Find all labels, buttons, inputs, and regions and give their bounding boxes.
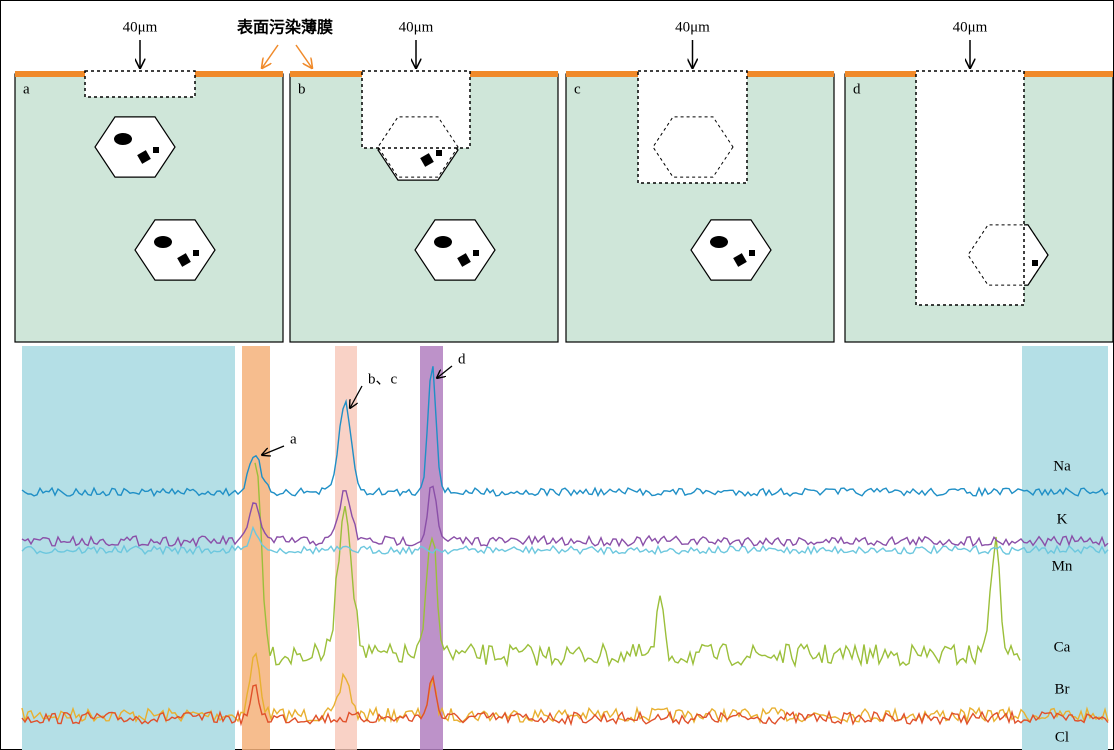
panel-label: a (23, 81, 30, 97)
ablation-pit (638, 71, 747, 183)
scale-label: 40μm (953, 19, 988, 35)
scale-label: 40μm (399, 19, 434, 35)
scale-label: 40μm (123, 19, 158, 35)
element-label: Br (1055, 681, 1070, 697)
inclusion (153, 147, 159, 153)
peak-label: a (290, 431, 297, 447)
peak-label: d (458, 351, 466, 367)
contamination-label: 表面污染薄膜 (236, 18, 333, 37)
inclusion (434, 236, 452, 248)
peak-label: b、c (368, 371, 398, 387)
inclusion (710, 236, 728, 248)
element-label: Ca (1054, 639, 1071, 655)
ablation-pit (916, 71, 1024, 305)
inclusion (114, 133, 132, 145)
element-label: Na (1053, 458, 1071, 474)
ablation-pit (362, 71, 470, 148)
element-label: Cl (1055, 729, 1069, 745)
inclusion (473, 250, 479, 256)
inclusion (436, 150, 442, 156)
scale-label: 40μm (675, 19, 710, 35)
inclusion (193, 250, 199, 256)
element-label: K (1057, 511, 1068, 527)
panel-label: d (853, 81, 861, 97)
panel-label: c (574, 81, 581, 97)
element-label: Mn (1052, 558, 1073, 574)
ablation-pit (85, 71, 195, 97)
inclusion (749, 250, 755, 256)
panel (15, 74, 283, 342)
background-zone (22, 346, 235, 750)
inclusion (1032, 260, 1038, 266)
panel-label: b (298, 81, 306, 97)
inclusion (154, 236, 172, 248)
figure: 40μm a 40μm b 40μm c 40μm d a b、c d Na K Mn Ca Br Cl 表面… (0, 0, 1114, 750)
